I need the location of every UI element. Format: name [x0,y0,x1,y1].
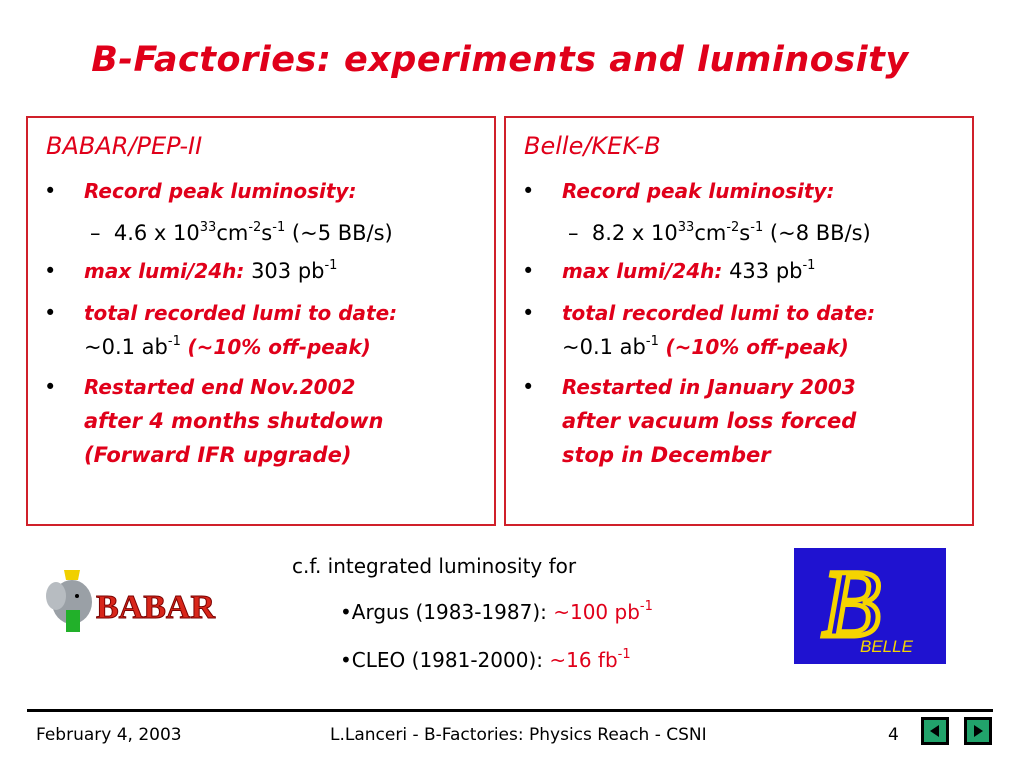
babar-logo: BABAR [44,566,244,636]
footer-divider [27,709,993,712]
prev-slide-button[interactable] [921,717,949,745]
babar-panel: BABAR/PEP-II • Record peak luminosity: –… [26,116,496,526]
babar-heading: BABAR/PEP-II [46,132,203,160]
belle-logo: B BELLE [794,548,946,664]
slide-title: B-Factories: experiments and luminosity [91,40,909,80]
svg-text:B: B [822,550,881,657]
belle-heading: Belle/KEK-B [524,132,661,160]
svg-text:BELLE: BELLE [860,637,914,656]
footer-date: February 4, 2003 [36,725,182,745]
triangle-right-icon [974,725,983,737]
triangle-left-icon [930,725,939,737]
cf-intro: c.f. integrated luminosity for [292,554,577,578]
belle-peak-value: – 8.2 x 1033cm-2s-1 (~8 BB/s) [568,220,871,245]
cf-argus: •Argus (1983-1987): ~100 pb-1 [340,599,653,624]
babar-total-value: ~0.1 ab-1 (~10% off-peak) [84,334,371,359]
cf-cleo: •CLEO (1981-2000): ~16 fb-1 [340,647,631,672]
belle-total-value: ~0.1 ab-1 (~10% off-peak) [562,334,849,359]
babar-peak-value: – 4.6 x 1033cm-2s-1 (~5 BB/s) [90,220,393,245]
babar-restart-line3: (Forward IFR upgrade) [84,443,352,467]
page-number: 4 [888,725,899,745]
footer-title: L.Lanceri - B-Factories: Physics Reach -… [330,725,707,745]
belle-restart-line3: stop in December [562,443,771,467]
belle-restart-line2: after vacuum loss forced [562,409,857,433]
babar-restart-line2: after 4 months shutdown [84,409,384,433]
belle-panel: Belle/KEK-B • Record peak luminosity: – … [504,116,974,526]
svg-text:BABAR: BABAR [96,589,215,626]
next-slide-button[interactable] [964,717,992,745]
